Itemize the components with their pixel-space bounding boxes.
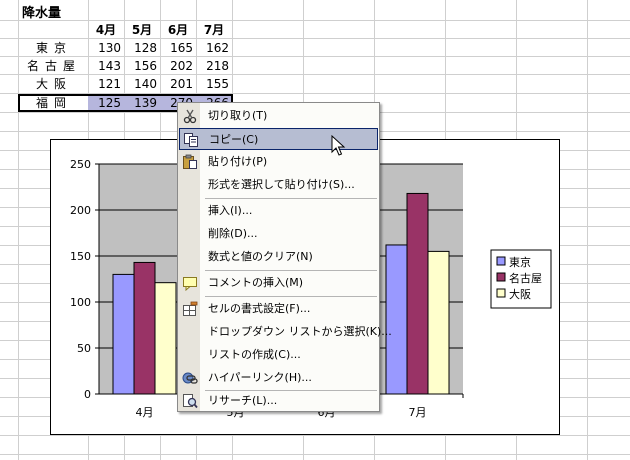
city-cell-fukuoka[interactable]: 福岡 xyxy=(35,96,72,110)
menu-item-label: 貼り付け(P) xyxy=(208,155,268,168)
menu-item-create-list[interactable]: リストの作成(C)... xyxy=(179,344,378,366)
city-cell-tokyo[interactable]: 東京 xyxy=(35,41,72,55)
value-cell[interactable]: 201 xyxy=(170,77,193,91)
menu-item-insert-comment[interactable]: コメントの挿入(M) xyxy=(179,272,378,294)
legend-label: 東京 xyxy=(509,255,531,269)
menu-separator xyxy=(205,390,377,391)
bar xyxy=(112,273,135,395)
header-cell[interactable]: 7月 xyxy=(203,23,225,37)
research-icon xyxy=(182,393,198,409)
value-cell[interactable]: 128 xyxy=(134,41,157,55)
paste-icon xyxy=(182,154,198,170)
legend-swatch xyxy=(496,288,506,298)
menu-item-label: ハイパーリンク(H)... xyxy=(208,371,312,384)
menu-item-label: リストの作成(C)... xyxy=(208,348,301,361)
y-tick-label: 0 xyxy=(84,388,91,401)
bar xyxy=(385,244,408,395)
y-tick-label: 150 xyxy=(70,250,91,263)
menu-item-label: コピー(C) xyxy=(209,133,259,146)
legend-label: 大阪 xyxy=(509,287,531,301)
city-cell-osaka[interactable]: 大阪 xyxy=(35,77,72,91)
context-menu-icon-gutter xyxy=(178,103,200,411)
menu-separator xyxy=(205,296,377,297)
header-cell[interactable]: 5月 xyxy=(131,23,153,37)
menu-item-hyperlink[interactable]: ハイパーリンク(H)... xyxy=(179,367,378,389)
legend-swatch xyxy=(496,256,506,266)
y-tick-label: 200 xyxy=(70,204,91,217)
menu-item-research[interactable]: リサーチ(L)... xyxy=(179,390,378,412)
legend-label: 名古屋 xyxy=(509,271,542,285)
menu-item-paste-special[interactable]: 形式を選択して貼り付け(S)... xyxy=(179,174,378,196)
bar xyxy=(427,250,450,395)
value-cell[interactable]: 218 xyxy=(206,59,229,73)
hyperlink-icon xyxy=(182,370,198,386)
menu-item-label: 形式を選択して貼り付け(S)... xyxy=(208,178,355,191)
menu-item-pick-from-dropdown[interactable]: ドロップダウン リストから選択(K)... xyxy=(179,321,392,343)
grid-column-line xyxy=(18,0,19,460)
value-cell[interactable]: 202 xyxy=(170,59,193,73)
value-cell[interactable]: 143 xyxy=(98,59,121,73)
y-tick-label: 250 xyxy=(70,158,91,171)
y-tick-label: 50 xyxy=(77,342,91,355)
header-cell[interactable]: 4月 xyxy=(95,23,117,37)
menu-item-label: 切り取り(T) xyxy=(208,109,268,122)
menu-item-label: 数式と値のクリア(N) xyxy=(208,250,313,263)
bar xyxy=(133,261,156,395)
value-cell-selected[interactable]: 125 xyxy=(98,96,121,110)
menu-item-paste[interactable]: 貼り付け(P) xyxy=(179,151,378,173)
comment-icon xyxy=(182,275,198,292)
header-cell[interactable]: 6月 xyxy=(167,23,189,37)
grid-row-line xyxy=(0,20,630,21)
city-cell-nagoya[interactable]: 名古屋 xyxy=(26,59,81,73)
grid-row-line xyxy=(0,38,630,39)
context-menu: 切り取り(T) コピー(C) 貼り付け(P) 形式を選択して貼り付け(S)...… xyxy=(177,102,392,412)
menu-separator xyxy=(205,270,377,271)
value-cell[interactable]: 130 xyxy=(98,41,121,55)
y-tick-label: 100 xyxy=(70,296,91,309)
sheet-title[interactable]: 降水量 xyxy=(22,6,62,21)
format-cells-icon xyxy=(182,301,198,317)
grid-row-line xyxy=(0,454,630,455)
menu-item-cut[interactable]: 切り取り(T) xyxy=(179,105,378,127)
grid-row-line xyxy=(0,74,630,75)
value-cell[interactable]: 121 xyxy=(98,77,121,91)
value-cell-selected[interactable]: 139 xyxy=(134,96,157,110)
scissors-icon xyxy=(182,108,198,124)
legend-swatch xyxy=(496,272,506,282)
value-cell[interactable]: 140 xyxy=(134,77,157,91)
x-tick-label: 7月 xyxy=(409,406,427,419)
copy-icon xyxy=(183,132,199,148)
menu-item-label: 挿入(I)... xyxy=(208,204,253,217)
menu-item-label: セルの書式設定(F)... xyxy=(208,302,311,315)
mouse-pointer-icon xyxy=(331,135,346,156)
grid-row-line xyxy=(0,93,630,94)
value-cell[interactable]: 156 xyxy=(134,59,157,73)
menu-item-format-cells[interactable]: セルの書式設定(F)... xyxy=(179,298,378,320)
menu-item-insert[interactable]: 挿入(I)... xyxy=(179,200,378,222)
menu-item-label: リサーチ(L)... xyxy=(208,394,278,407)
menu-separator xyxy=(205,198,377,199)
x-tick-label: 4月 xyxy=(136,406,154,419)
menu-item-delete[interactable]: 削除(D)... xyxy=(179,223,378,245)
menu-item-clear-contents[interactable]: 数式と値のクリア(N) xyxy=(179,246,378,268)
grid-row-line xyxy=(0,56,630,57)
value-cell[interactable]: 155 xyxy=(206,77,229,91)
value-cell[interactable]: 165 xyxy=(170,41,193,55)
value-cell[interactable]: 162 xyxy=(206,41,229,55)
bar xyxy=(406,192,429,395)
menu-item-copy[interactable]: コピー(C) xyxy=(179,128,378,150)
grid-row-line xyxy=(0,435,630,436)
menu-item-label: コメントの挿入(M) xyxy=(208,276,304,289)
menu-item-label: 削除(D)... xyxy=(208,227,258,240)
bar xyxy=(154,282,177,395)
grid-column-line xyxy=(587,0,588,460)
menu-item-label: ドロップダウン リストから選択(K)... xyxy=(208,325,392,338)
